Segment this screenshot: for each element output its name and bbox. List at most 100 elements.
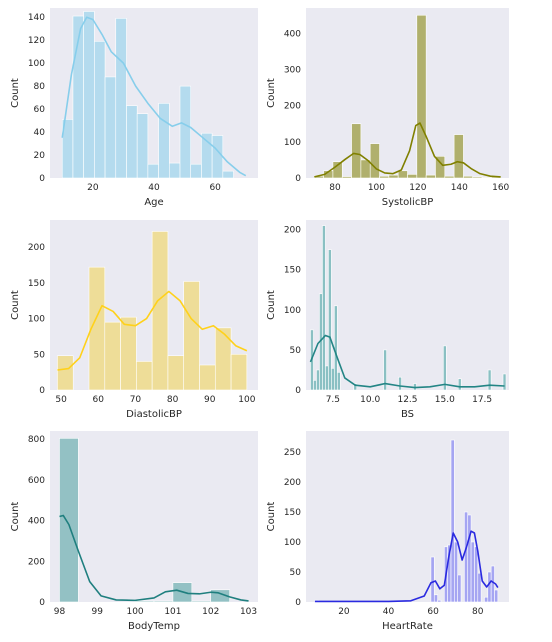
histogram-bar [316,369,320,391]
histogram-panel-age: 0 20 40 60 80 100 120 140 20 40 60 Age Count [8,2,264,216]
histogram-bar [104,321,121,391]
y-tick-label: 100 [28,59,45,69]
y-tick-label: 600 [28,476,45,486]
y-tick-label: 800 [28,435,45,445]
histogram-bar [457,574,462,603]
kde-line [61,16,247,177]
histogram-diastolicbp: 0 50 100 150 200 50 60 70 80 90 100 DiastolicBP Coun… [10,220,258,420]
x-tick-label: 70 [130,395,142,405]
histogram-bar [435,155,446,179]
x-tick-label: 7.5 [326,395,340,405]
plot-area [50,431,258,602]
x-tick-label: 60 [209,183,221,193]
histogram-bar [313,380,317,391]
x-tick-label: 98 [54,607,66,617]
y-axis-label: Count [266,502,277,532]
y-tick-label: 60 [34,105,46,115]
y-tick-label: 120 [28,36,45,46]
histogram-bar [490,565,495,603]
histogram-bar [353,383,358,391]
histogram-bar [151,231,169,391]
histogram-bar [191,600,212,603]
histogram-panel-diastolicbp: 0 50 100 150 200 50 60 70 80 90 100 DiastolicBP Coun… [8,214,264,428]
histogram-bar [351,123,362,179]
y-tick-label: 0 [39,386,45,396]
x-tick-label: 12.5 [397,395,417,405]
y-tick-label: 150 [28,279,45,289]
histogram-bar [332,161,343,179]
histogram-bar [379,175,390,179]
x-tick-label: 50 [55,395,67,405]
histogram-bar [158,103,170,179]
histogram-panel-bodytemp: 0 200 400 600 800 98 99 100 101 102 103 BodyTemp Cou… [8,425,264,640]
histogram-bar [472,176,483,179]
histogram-bar [136,361,153,391]
x-axis-label: DiastolicBP [126,409,182,420]
x-axis-label: BodyTemp [128,621,180,632]
x-tick-label: 100 [368,183,385,193]
histogram-bar [153,600,174,603]
histogram-bar [59,438,79,603]
x-tick-label: 80 [472,607,484,617]
histogram-bar [398,376,402,391]
y-tick-label: 0 [295,598,301,608]
histogram-bar [383,349,387,391]
y-tick-label: 50 [290,568,302,578]
x-axis-label: BS [401,409,414,420]
histogram-bar [416,14,427,179]
y-tick-label: 140 [28,13,45,23]
histogram-bar [199,364,216,391]
histogram-bar [453,134,464,179]
histogram-bar [222,170,234,179]
histogram-bar [331,368,335,391]
x-tick-label: 80 [329,183,341,193]
x-tick-label: 100 [238,395,255,405]
y-tick-label: 0 [295,386,301,396]
x-tick-label: 40 [148,183,160,193]
histogram-bar [337,372,341,391]
histogram-bar [474,546,479,603]
x-axis-label: HeartRate [382,621,433,632]
x-tick-label: 40 [383,607,395,617]
x-tick-label: 80 [167,395,179,405]
histogram-bar [328,249,332,391]
histogram-heartrate: 0 50 100 150 200 250 20 40 60 80 HeartRate Count [266,431,509,632]
histogram-bar [136,113,149,179]
y-tick-label: 0 [39,174,45,184]
histogram-bar [83,11,95,179]
y-tick-label: 400 [28,517,45,527]
histogram-panel-systolicbp: 0 100 200 300 400 80 100 120 140 160 SystolicBP Cou… [264,2,515,216]
histogram-bar [126,105,138,179]
x-tick-label: 10.0 [360,395,380,405]
x-tick-label: 102 [202,607,219,617]
histogram-bar [322,225,326,391]
histogram-panel-heartrate: 0 50 100 150 200 250 20 40 60 80 HeartRate Count [264,425,515,640]
histogram-bar [104,76,117,179]
histogram-bar [481,176,492,179]
kde-line [57,290,248,371]
histogram-bar [443,345,447,391]
histogram-bar [167,355,185,391]
histogram-bar [190,163,202,179]
histogram-panel-bs: 0 50 100 150 200 7.5 10.0 12.5 15.0 17.5 BS Count [264,214,515,428]
histogram-bar [179,85,192,179]
histogram-bar [360,159,371,179]
x-tick-label: 17.5 [472,395,492,405]
histogram-bar [168,162,181,179]
histogram-bar [134,600,155,603]
x-tick-label: 103 [240,607,257,617]
x-tick-label: 101 [164,607,181,617]
kde-line [314,122,501,178]
histogram-bar [334,305,338,391]
y-tick-label: 200 [28,557,45,567]
histogram-bar [463,175,474,179]
y-axis-label: Count [266,78,277,108]
plot-area [306,8,509,178]
kde-line [309,334,505,389]
histogram-bar [477,572,482,603]
y-tick-label: 150 [284,266,301,276]
histogram-bar [57,355,74,391]
x-tick-label: 90 [204,395,216,405]
x-tick-label: 140 [451,183,468,193]
x-tick-label: 99 [92,607,104,617]
